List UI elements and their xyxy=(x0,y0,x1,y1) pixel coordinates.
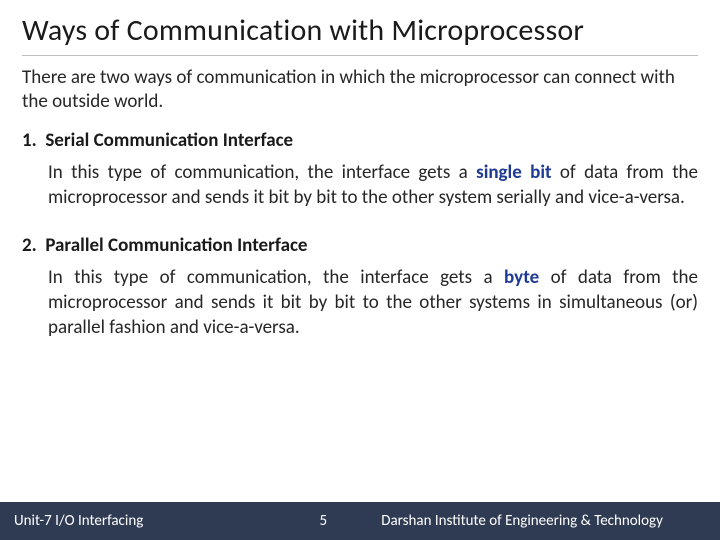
item-body: In this type of communication, the inter… xyxy=(48,265,698,340)
item-body: In this type of communication, the inter… xyxy=(48,160,698,210)
item-heading-row: 1. Serial Communication Interface xyxy=(22,129,698,152)
footer-page-number: 5 xyxy=(283,512,363,530)
slide: Ways of Communication with Microprocesso… xyxy=(0,0,720,540)
footer-right: Darshan Institute of Engineering & Techn… xyxy=(363,512,720,530)
list-item: 2. Parallel Communication Interface In t… xyxy=(22,234,698,340)
slide-content: Ways of Communication with Microprocesso… xyxy=(0,0,720,502)
item-heading: Parallel Communication Interface xyxy=(45,234,307,257)
item-number: 2. xyxy=(22,234,37,257)
highlight-term: single bit xyxy=(476,161,551,184)
item-heading: Serial Communication Interface xyxy=(45,129,293,152)
slide-footer: Unit-7 I/O Interfacing 5 Darshan Institu… xyxy=(0,502,720,540)
slide-title: Ways of Communication with Microprocesso… xyxy=(22,12,698,56)
body-before: In this type of communication, the inter… xyxy=(48,161,476,184)
footer-left: Unit-7 I/O Interfacing xyxy=(0,512,143,530)
list-item: 1. Serial Communication Interface In thi… xyxy=(22,129,698,210)
item-number: 1. xyxy=(22,129,37,152)
highlight-term: byte xyxy=(504,266,539,289)
intro-text: There are two ways of communication in w… xyxy=(22,66,698,115)
body-before: In this type of communication, the inter… xyxy=(48,266,504,289)
item-heading-row: 2. Parallel Communication Interface xyxy=(22,234,698,257)
